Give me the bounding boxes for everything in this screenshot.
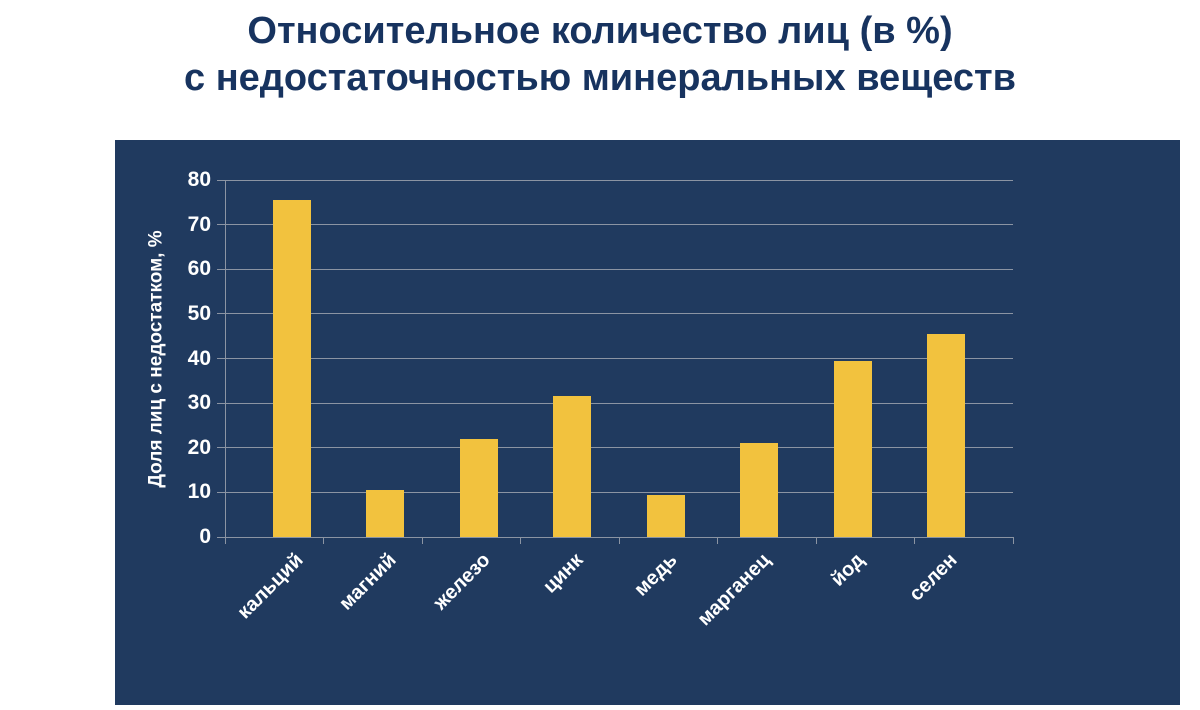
gridline	[225, 313, 1013, 315]
y-tick-mark	[217, 313, 225, 315]
y-tick-mark	[217, 491, 225, 493]
y-axis-line	[225, 180, 226, 537]
y-axis-tick-label: 60	[187, 257, 211, 281]
x-tick-mark	[618, 537, 620, 544]
gridline	[225, 358, 1013, 359]
gridline	[225, 402, 1013, 404]
y-tick-mark	[217, 358, 225, 359]
y-axis-tick-label: 10	[187, 480, 211, 504]
y-axis-title-text: Доля лиц с недостатком, %	[146, 229, 167, 488]
gridline	[225, 268, 1013, 270]
chart-title-line1: Относительное количество лиц (в %)	[247, 10, 953, 52]
y-axis-title: Доля лиц с недостатком, %	[135, 180, 179, 537]
y-axis-tick-label: 80	[187, 168, 211, 191]
bar	[366, 490, 405, 537]
x-tick-mark	[914, 537, 915, 544]
x-tick-mark	[323, 537, 324, 544]
x-tick-mark	[224, 537, 226, 544]
y-tick-mark	[217, 536, 225, 538]
bar	[833, 360, 872, 537]
bar	[272, 200, 311, 537]
bar	[740, 443, 779, 537]
gridline	[225, 491, 1013, 493]
chart-panel: Доля лиц с недостатком, % 0 10 20 30 40 50 60 7…	[115, 140, 1180, 705]
bar	[927, 333, 966, 537]
plot-area: 0 10 20 30 40 50 60 70 80 кальций магний железо цинк…	[188, 168, 1014, 630]
gridline	[225, 179, 1013, 181]
gridline	[225, 447, 1013, 449]
x-tick-mark	[1012, 537, 1014, 544]
x-tick-mark	[520, 537, 521, 544]
chart-title-line2: с недостаточностью минеральных веществ	[184, 57, 1016, 99]
y-tick-mark	[217, 268, 225, 270]
y-axis-tick-label: 70	[187, 212, 211, 236]
x-tick-mark	[717, 537, 718, 544]
chart-title: Относительное количество лиц (в %) с нед…	[0, 8, 1200, 102]
bar	[553, 396, 592, 537]
y-axis-tick-label: 30	[187, 391, 211, 415]
y-axis-tick-label: 0	[199, 525, 211, 548]
gridline	[225, 224, 1013, 226]
y-axis-tick-label: 50	[187, 301, 211, 325]
y-tick-mark	[217, 402, 225, 404]
bar	[646, 494, 685, 537]
y-tick-mark	[217, 224, 225, 226]
y-axis-tick-label: 20	[187, 435, 211, 459]
y-axis-tick-label: 40	[187, 346, 211, 370]
y-tick-mark	[217, 447, 225, 449]
bar	[459, 438, 498, 537]
x-tick-mark	[815, 537, 817, 544]
x-tick-mark	[421, 537, 423, 544]
y-tick-mark	[217, 179, 225, 181]
